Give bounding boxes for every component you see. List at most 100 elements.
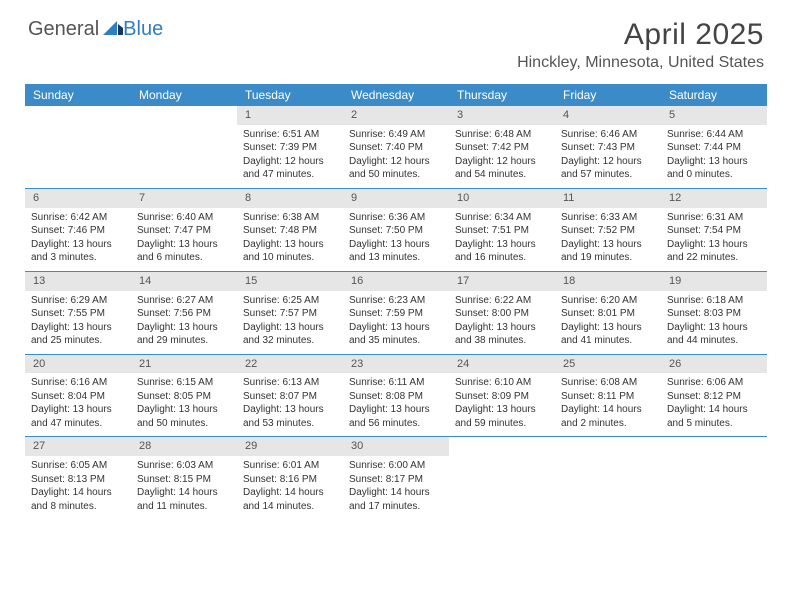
- sunset-text: Sunset: 7:50 PM: [349, 224, 443, 238]
- calendar-day-cell: 17Sunrise: 6:22 AMSunset: 8:00 PMDayligh…: [449, 272, 555, 354]
- sunrise-text: Sunrise: 6:23 AM: [349, 294, 443, 308]
- sunset-text: Sunset: 7:40 PM: [349, 141, 443, 155]
- sunset-text: Sunset: 8:05 PM: [137, 390, 231, 404]
- day-number: 22: [237, 355, 343, 374]
- day-body: Sunrise: 6:13 AMSunset: 8:07 PMDaylight:…: [237, 373, 343, 436]
- day-number: 26: [661, 355, 767, 374]
- calendar-day-cell: 3Sunrise: 6:48 AMSunset: 7:42 PMDaylight…: [449, 106, 555, 188]
- sunrise-text: Sunrise: 6:31 AM: [667, 211, 761, 225]
- page-header: General Blue April 2025 Hinckley, Minnes…: [0, 0, 792, 76]
- calendar-day-cell: .: [25, 106, 131, 188]
- sunset-text: Sunset: 8:00 PM: [455, 307, 549, 321]
- sunset-text: Sunset: 7:57 PM: [243, 307, 337, 321]
- day-number: 15: [237, 272, 343, 291]
- sunrise-text: Sunrise: 6:10 AM: [455, 376, 549, 390]
- calendar-day-cell: 30Sunrise: 6:00 AMSunset: 8:17 PMDayligh…: [343, 437, 449, 519]
- sunset-text: Sunset: 7:56 PM: [137, 307, 231, 321]
- calendar-day-cell: 9Sunrise: 6:36 AMSunset: 7:50 PMDaylight…: [343, 189, 449, 271]
- day-number: 11: [555, 189, 661, 208]
- day-body: Sunrise: 6:16 AMSunset: 8:04 PMDaylight:…: [25, 373, 131, 436]
- brand-text-general: General: [28, 18, 99, 41]
- brand-logo: General Blue: [28, 18, 163, 41]
- day-body: Sunrise: 6:42 AMSunset: 7:46 PMDaylight:…: [25, 208, 131, 271]
- sunrise-text: Sunrise: 6:15 AM: [137, 376, 231, 390]
- day-body: Sunrise: 6:11 AMSunset: 8:08 PMDaylight:…: [343, 373, 449, 436]
- sunset-text: Sunset: 8:12 PM: [667, 390, 761, 404]
- calendar-day-cell: 21Sunrise: 6:15 AMSunset: 8:05 PMDayligh…: [131, 355, 237, 437]
- sunrise-text: Sunrise: 6:34 AM: [455, 211, 549, 225]
- day-body: Sunrise: 6:01 AMSunset: 8:16 PMDaylight:…: [237, 456, 343, 519]
- daylight-text: Daylight: 13 hours and 6 minutes.: [137, 238, 231, 265]
- sunset-text: Sunset: 7:44 PM: [667, 141, 761, 155]
- day-number: 24: [449, 355, 555, 374]
- calendar-day-cell: .: [449, 437, 555, 519]
- sunset-text: Sunset: 7:51 PM: [455, 224, 549, 238]
- day-number: 13: [25, 272, 131, 291]
- page-title: April 2025: [517, 18, 764, 52]
- day-body: Sunrise: 6:25 AMSunset: 7:57 PMDaylight:…: [237, 291, 343, 354]
- brand-text-blue: Blue: [123, 18, 163, 41]
- day-body: Sunrise: 6:00 AMSunset: 8:17 PMDaylight:…: [343, 456, 449, 519]
- daylight-text: Daylight: 13 hours and 16 minutes.: [455, 238, 549, 265]
- daylight-text: Daylight: 13 hours and 10 minutes.: [243, 238, 337, 265]
- day-number: 23: [343, 355, 449, 374]
- sunrise-text: Sunrise: 6:08 AM: [561, 376, 655, 390]
- day-body: Sunrise: 6:44 AMSunset: 7:44 PMDaylight:…: [661, 125, 767, 188]
- calendar-day-cell: 7Sunrise: 6:40 AMSunset: 7:47 PMDaylight…: [131, 189, 237, 271]
- day-header-mon: Monday: [131, 84, 237, 106]
- calendar-week-row: 6Sunrise: 6:42 AMSunset: 7:46 PMDaylight…: [25, 189, 767, 272]
- daylight-text: Daylight: 12 hours and 54 minutes.: [455, 155, 549, 182]
- calendar-table: Sunday Monday Tuesday Wednesday Thursday…: [25, 84, 767, 519]
- calendar-day-cell: .: [131, 106, 237, 188]
- calendar-header-row: Sunday Monday Tuesday Wednesday Thursday…: [25, 84, 767, 106]
- day-body: Sunrise: 6:10 AMSunset: 8:09 PMDaylight:…: [449, 373, 555, 436]
- calendar-day-cell: .: [661, 437, 767, 519]
- day-number: 18: [555, 272, 661, 291]
- sunrise-text: Sunrise: 6:03 AM: [137, 459, 231, 473]
- sunrise-text: Sunrise: 6:46 AM: [561, 128, 655, 142]
- day-number: 8: [237, 189, 343, 208]
- calendar-day-cell: 20Sunrise: 6:16 AMSunset: 8:04 PMDayligh…: [25, 355, 131, 437]
- day-header-tue: Tuesday: [237, 84, 343, 106]
- daylight-text: Daylight: 14 hours and 14 minutes.: [243, 486, 337, 513]
- calendar-day-cell: .: [555, 437, 661, 519]
- day-number: 21: [131, 355, 237, 374]
- day-body: Sunrise: 6:36 AMSunset: 7:50 PMDaylight:…: [343, 208, 449, 271]
- day-number: 28: [131, 437, 237, 456]
- day-body: Sunrise: 6:49 AMSunset: 7:40 PMDaylight:…: [343, 125, 449, 188]
- calendar-body: ..1Sunrise: 6:51 AMSunset: 7:39 PMDaylig…: [25, 106, 767, 519]
- daylight-text: Daylight: 13 hours and 41 minutes.: [561, 321, 655, 348]
- title-block: April 2025 Hinckley, Minnesota, United S…: [517, 18, 764, 72]
- sunrise-text: Sunrise: 6:05 AM: [31, 459, 125, 473]
- daylight-text: Daylight: 12 hours and 57 minutes.: [561, 155, 655, 182]
- day-body: Sunrise: 6:29 AMSunset: 7:55 PMDaylight:…: [25, 291, 131, 354]
- daylight-text: Daylight: 14 hours and 8 minutes.: [31, 486, 125, 513]
- calendar-day-cell: 15Sunrise: 6:25 AMSunset: 7:57 PMDayligh…: [237, 272, 343, 354]
- day-number: 20: [25, 355, 131, 374]
- daylight-text: Daylight: 13 hours and 35 minutes.: [349, 321, 443, 348]
- daylight-text: Daylight: 13 hours and 22 minutes.: [667, 238, 761, 265]
- calendar-week-row: 20Sunrise: 6:16 AMSunset: 8:04 PMDayligh…: [25, 355, 767, 438]
- day-number: 14: [131, 272, 237, 291]
- sunrise-text: Sunrise: 6:27 AM: [137, 294, 231, 308]
- day-body: Sunrise: 6:03 AMSunset: 8:15 PMDaylight:…: [131, 456, 237, 519]
- sunrise-text: Sunrise: 6:11 AM: [349, 376, 443, 390]
- sunrise-text: Sunrise: 6:13 AM: [243, 376, 337, 390]
- calendar-day-cell: 26Sunrise: 6:06 AMSunset: 8:12 PMDayligh…: [661, 355, 767, 437]
- day-body: Sunrise: 6:27 AMSunset: 7:56 PMDaylight:…: [131, 291, 237, 354]
- sunset-text: Sunset: 7:48 PM: [243, 224, 337, 238]
- sunset-text: Sunset: 7:47 PM: [137, 224, 231, 238]
- day-body: Sunrise: 6:06 AMSunset: 8:12 PMDaylight:…: [661, 373, 767, 436]
- sunrise-text: Sunrise: 6:01 AM: [243, 459, 337, 473]
- calendar-day-cell: 28Sunrise: 6:03 AMSunset: 8:15 PMDayligh…: [131, 437, 237, 519]
- daylight-text: Daylight: 12 hours and 50 minutes.: [349, 155, 443, 182]
- day-number: 29: [237, 437, 343, 456]
- day-number: 10: [449, 189, 555, 208]
- calendar-day-cell: 11Sunrise: 6:33 AMSunset: 7:52 PMDayligh…: [555, 189, 661, 271]
- daylight-text: Daylight: 13 hours and 38 minutes.: [455, 321, 549, 348]
- day-body: Sunrise: 6:33 AMSunset: 7:52 PMDaylight:…: [555, 208, 661, 271]
- calendar-day-cell: 2Sunrise: 6:49 AMSunset: 7:40 PMDaylight…: [343, 106, 449, 188]
- sunrise-text: Sunrise: 6:36 AM: [349, 211, 443, 225]
- sunrise-text: Sunrise: 6:44 AM: [667, 128, 761, 142]
- sunrise-text: Sunrise: 6:48 AM: [455, 128, 549, 142]
